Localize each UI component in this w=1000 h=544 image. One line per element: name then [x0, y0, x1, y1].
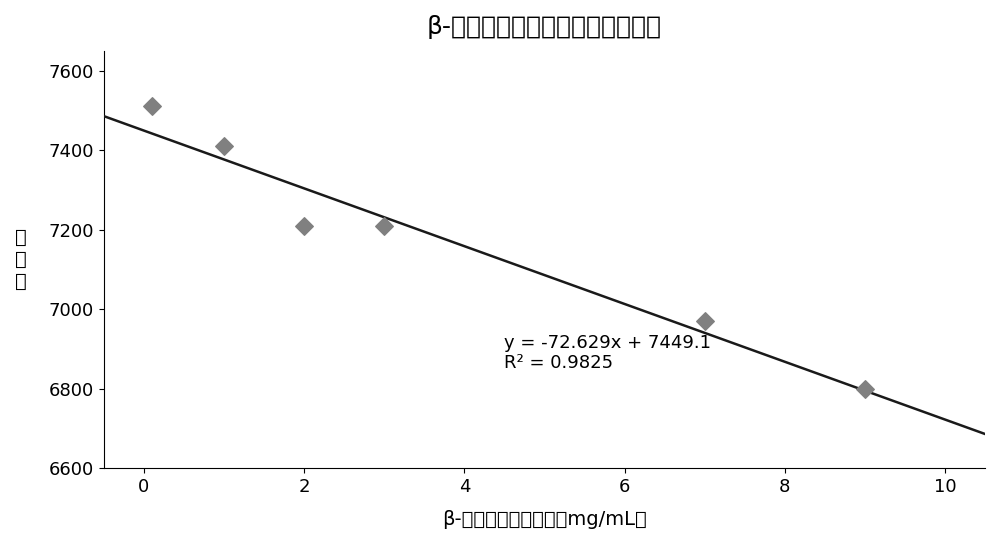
Point [857, 385, 873, 393]
Point [296, 221, 312, 230]
Y-axis label: 荧
光
值: 荧 光 值 [15, 228, 27, 291]
Point [144, 102, 160, 111]
Title: β-伴大豆球蛋白浓度梯度标准曲线: β-伴大豆球蛋白浓度梯度标准曲线 [427, 15, 662, 39]
Text: y = -72.629x + 7449.1
R² = 0.9825: y = -72.629x + 7449.1 R² = 0.9825 [504, 333, 711, 373]
X-axis label: β-伴大豆球蛋白浓度（mg/mL）: β-伴大豆球蛋白浓度（mg/mL） [442, 510, 647, 529]
Point [216, 142, 232, 151]
Point [697, 317, 713, 325]
Point [376, 221, 392, 230]
